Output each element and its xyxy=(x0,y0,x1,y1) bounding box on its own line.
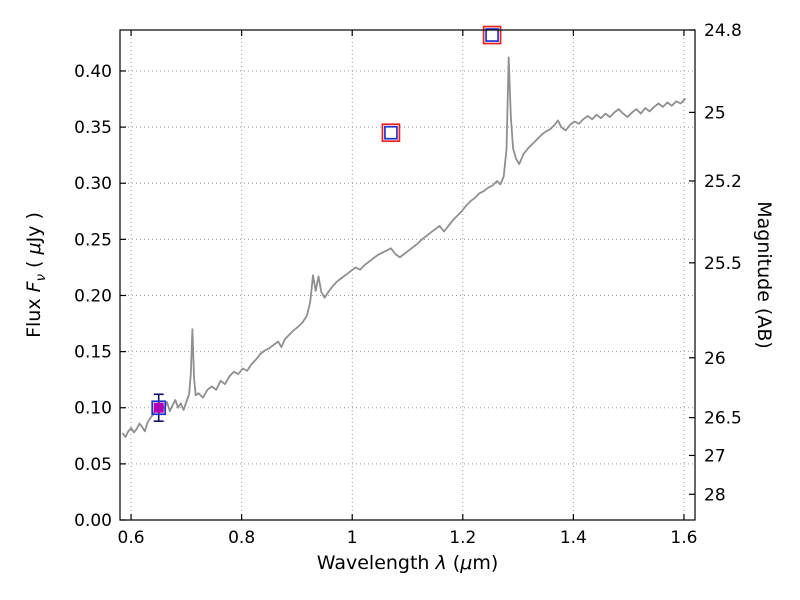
x-tick-label: 1 xyxy=(347,528,358,548)
magenta-filled-square-marker xyxy=(153,402,164,413)
magnitude-label-text: Magnitude (AB) xyxy=(753,201,775,349)
blue-open-square-marker xyxy=(151,400,167,416)
left-y-tick-label: 0.30 xyxy=(74,174,112,194)
left-y-tick-label: 0.15 xyxy=(74,343,112,363)
left-y-tick-label: 0.40 xyxy=(74,62,112,82)
red-open-square-marker xyxy=(482,25,502,45)
right-y-tick-label: 25.5 xyxy=(704,254,742,274)
flux-label-text: Flux xyxy=(23,292,46,338)
left-y-tick-label: 0.35 xyxy=(74,118,112,138)
left-y-tick-label: 0.10 xyxy=(74,399,112,419)
lambda-symbol: λ xyxy=(435,552,447,574)
blue-open-square-marker xyxy=(485,28,499,42)
flux-symbol: F xyxy=(23,281,46,293)
mu-symbol: μ xyxy=(460,552,473,574)
right-y-tick-label: 25 xyxy=(704,103,726,123)
right-y-tick-label: 26 xyxy=(704,349,726,369)
x-tick-label: 1.2 xyxy=(449,528,476,548)
x-axis-label-text: Wavelength xyxy=(316,552,436,574)
left-y-tick-label: 0.00 xyxy=(74,511,112,531)
right-y-tick-label: 28 xyxy=(704,485,726,505)
observed-spectrum-line xyxy=(121,56,686,438)
right-y-tick-label: 26.5 xyxy=(704,409,742,429)
x-tick-label: 1.6 xyxy=(670,528,697,548)
plot-border xyxy=(119,29,696,521)
blue-open-square-marker xyxy=(384,125,398,140)
left-y-tick-label: 0.05 xyxy=(74,455,112,475)
x-tick-label: 0.6 xyxy=(118,528,145,548)
x-tick-label: 0.8 xyxy=(228,528,255,548)
right-y-axis-label: Magnitude (AB) xyxy=(753,201,775,349)
mu-symbol: μ xyxy=(23,242,46,255)
x-axis-label: Wavelength λ (μm) xyxy=(316,552,499,574)
x-tick-label: 1.4 xyxy=(560,528,587,548)
nu-subscript: ν xyxy=(33,273,49,282)
right-y-tick-label: 24.8 xyxy=(704,21,742,41)
left-y-axis-label: Flux Fν ( μJy ) xyxy=(23,212,49,338)
left-y-tick-label: 0.25 xyxy=(74,230,112,250)
right-y-tick-label: 25.2 xyxy=(704,172,742,192)
left-y-tick-label: 0.20 xyxy=(74,286,112,306)
red-open-square-marker xyxy=(381,123,401,143)
right-y-tick-label: 27 xyxy=(704,446,726,466)
